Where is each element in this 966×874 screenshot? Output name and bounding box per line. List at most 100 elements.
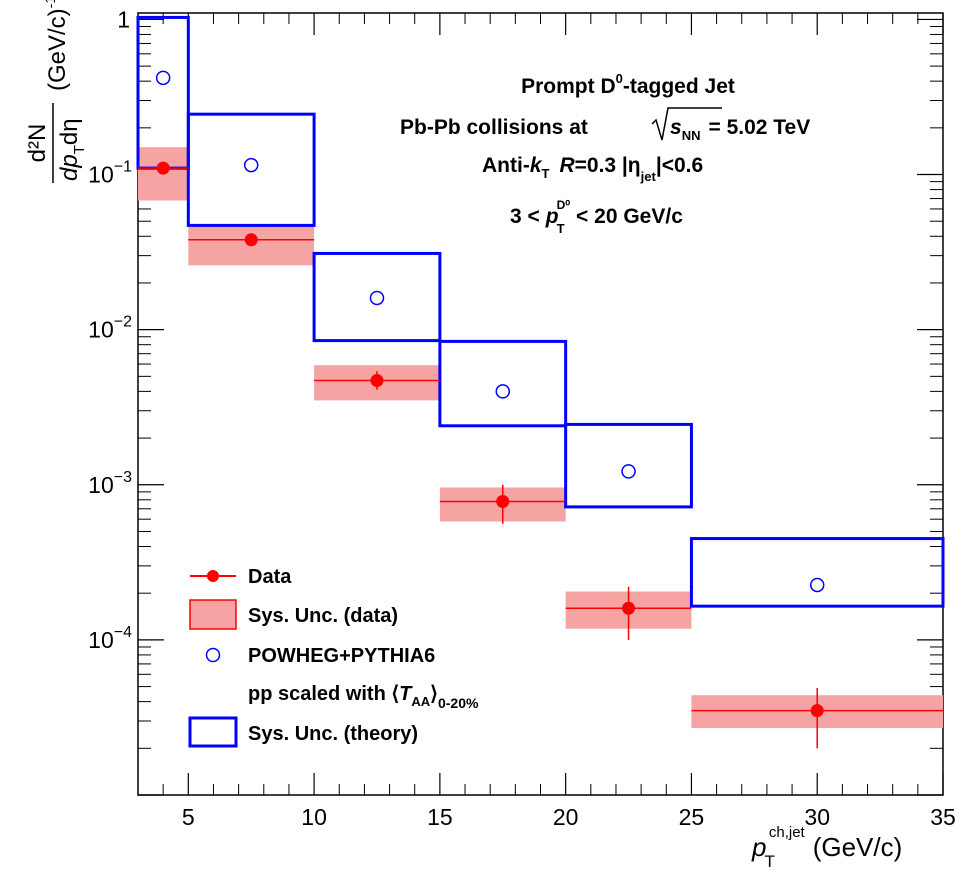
- y-label-num: d²N: [24, 124, 51, 163]
- y-tick-label-base: 10: [88, 317, 114, 343]
- annot-line2-b: = 5.02 TeV: [708, 116, 810, 139]
- x-tick-label: 20: [553, 804, 579, 830]
- x-tick-label: 25: [679, 804, 705, 830]
- y-tick-label-exp: −3: [114, 469, 132, 486]
- annot-line1-a: Prompt D: [521, 75, 616, 98]
- x-tick-label: 30: [804, 804, 830, 830]
- legend-sys-theory-label: Sys. Unc. (theory): [248, 723, 418, 745]
- legend-theory-marker: [205, 647, 221, 663]
- x-tick-label: 15: [427, 804, 453, 830]
- theory-sys-box: [689, 537, 945, 608]
- data-point: [496, 495, 510, 509]
- annot-line2-s: s: [670, 116, 682, 139]
- y-tick-label-exp: −4: [114, 624, 132, 641]
- svg-text:Prompt D0-tagged Jet: Prompt D0-tagged Jet: [521, 71, 735, 98]
- x-label-unit: (GeV/c): [813, 832, 903, 862]
- annot-line3-ksub: T: [542, 166, 550, 181]
- svg-text:sNN= 5.02 TeV: sNN = 5.02 TeV: [670, 116, 810, 143]
- svg-text:pp scaled with ⟨TAA⟩0-20%: pp scaled with ⟨TAA⟩0-20%: [248, 683, 479, 711]
- theory-sys-box: [438, 339, 568, 428]
- svg-text:dpTdη: dpTdη: [56, 118, 88, 181]
- annot-line4-b: < 20 GeV/c: [576, 205, 683, 228]
- legend-entry-theory: POWHEG+PYTHIA6: [205, 645, 435, 667]
- annot-line3-a: Anti-: [482, 154, 530, 177]
- theory-point: [243, 157, 259, 173]
- theory-point: [621, 464, 636, 479]
- y-tick-label-base: 10: [88, 162, 114, 188]
- y-tick-label: 10−2: [88, 314, 132, 343]
- legend-data-label: Data: [248, 566, 292, 588]
- legend-data-marker: [207, 570, 219, 582]
- legend-sys-theory-swatch: [188, 716, 238, 748]
- legend-entry-sys-theory: Sys. Unc. (theory): [188, 716, 418, 748]
- annot-line2-sub: NN: [682, 128, 701, 143]
- legend-entry-sys-data: Sys. Unc. (data): [189, 599, 398, 630]
- y-label-unit: (GeV/c): [44, 8, 71, 91]
- y-tick-label-base: 1: [117, 6, 130, 32]
- x-axis-label: pTch,jet (GeV/c): [751, 824, 902, 871]
- annot-line2-a: Pb-Pb collisions at: [400, 116, 588, 139]
- theory-point: [155, 70, 171, 86]
- x-label-p: p: [751, 832, 766, 862]
- sqrt-icon: [651, 107, 722, 141]
- annot-line4-a: 3 <: [510, 205, 540, 228]
- legend-pp-label-b: ⟩: [430, 683, 438, 705]
- annot-line4-psub: T: [557, 221, 565, 236]
- svg-text:(GeV/c)-1: (GeV/c)-1: [42, 0, 71, 91]
- legend-sys-data-label: Sys. Unc. (data): [248, 605, 398, 627]
- x-tick-label: 35: [930, 804, 956, 830]
- annot-line3-k: k: [530, 154, 543, 177]
- annot-line1-sup: 0: [616, 71, 623, 86]
- legend-entry-data: Data: [190, 566, 292, 588]
- x-label-sub: T: [764, 852, 774, 871]
- y-tick-label-base: 10: [88, 627, 114, 653]
- annot-line3-R: R: [559, 154, 575, 177]
- legend-sys-data-swatch: [189, 599, 237, 630]
- y-label-unit-exp: -1: [42, 0, 58, 8]
- y-tick-label: 1: [117, 6, 130, 32]
- x-tick-label: 5: [182, 804, 195, 830]
- theory-sys-box: [312, 251, 442, 343]
- y-axis-label: d²N dpTdη (GeV/c)-1: [24, 0, 88, 183]
- data-point: [622, 601, 636, 615]
- annot-line4-psup: D⁰: [557, 198, 571, 212]
- svg-text:Anti-kTR=0.3 |ηjet|<0.6: Anti-kT R=0.3 |ηjet|<0.6: [482, 154, 703, 184]
- legend: Data Sys. Unc. (data) POWHEG+PYTHIA6 pp …: [188, 566, 479, 748]
- data-point: [244, 233, 258, 247]
- theory-sys-box: [136, 15, 190, 170]
- legend-theory-label: POWHEG+PYTHIA6: [248, 645, 435, 667]
- legend-pp-label-a: pp scaled with ⟨: [248, 683, 399, 705]
- annotation: Prompt D0-tagged Jet Pb-Pb collisions at…: [400, 71, 810, 236]
- theory-point: [809, 577, 825, 593]
- theory-point: [369, 290, 385, 306]
- svg-text:Pb-Pb collisions at: Pb-Pb collisions at: [400, 116, 588, 139]
- theory-sys-box: [186, 112, 316, 227]
- data-point: [156, 161, 170, 175]
- annot-line4-p: p: [545, 205, 559, 228]
- theory-sys-box: [564, 422, 693, 509]
- legend-pp-label-T: T: [399, 683, 413, 705]
- y-tick-label: 10−4: [88, 624, 132, 653]
- y-tick-label-base: 10: [88, 472, 114, 498]
- x-tick-label: 10: [301, 804, 327, 830]
- y-tick-label-exp: −2: [114, 314, 132, 331]
- annot-line3-b: =0.3 |η: [575, 154, 641, 177]
- legend-pp-label-sub2: 0-20%: [438, 695, 479, 711]
- x-label-sup: ch,jet: [769, 824, 806, 841]
- y-label-den-rest: dη: [56, 118, 83, 145]
- annot-line1-b: -tagged Jet: [623, 75, 735, 98]
- y-label-den-sub: T: [71, 145, 88, 154]
- data-point: [370, 374, 384, 388]
- y-tick-label-exp: −1: [114, 159, 132, 176]
- data-point: [810, 704, 824, 718]
- annot-line3-c: |<0.6: [656, 154, 703, 177]
- y-tick-label: 10−3: [88, 469, 132, 498]
- legend-pp-label-sub: AA: [411, 694, 430, 709]
- y-label-den-p: dp: [56, 154, 83, 181]
- theory-point: [495, 384, 511, 399]
- annot-line3-etasub: jet: [640, 169, 657, 184]
- y-tick-label: 10−1: [88, 159, 132, 188]
